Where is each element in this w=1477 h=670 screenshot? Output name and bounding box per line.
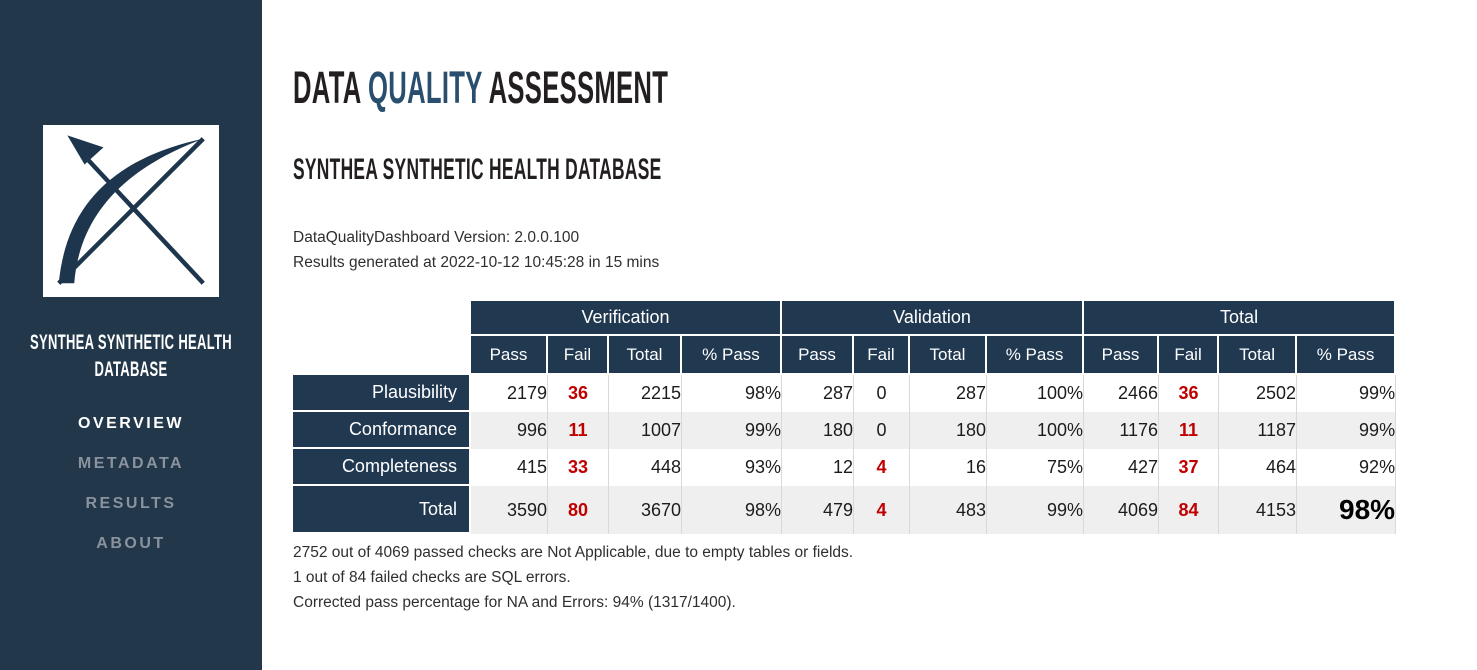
validation-total-cell: 483 bbox=[910, 486, 987, 535]
subheader-pass: Pass bbox=[782, 336, 854, 376]
total-total-cell: 2502 bbox=[1219, 375, 1298, 413]
verification-pass-cell: 996 bbox=[471, 412, 548, 450]
verification-total-cell: 2215 bbox=[609, 375, 682, 413]
total-total-cell: 1187 bbox=[1219, 412, 1298, 450]
subheader-total: Total bbox=[910, 336, 987, 376]
report-meta: DataQualityDashboard Version: 2.0.0.100 … bbox=[293, 225, 1477, 275]
total-fail-cell: 11 bbox=[1159, 412, 1220, 450]
subheader-pass: Pass bbox=[1084, 336, 1160, 376]
sidebar-item-results[interactable]: RESULTS bbox=[85, 494, 177, 512]
validation-total-cell: 16 bbox=[910, 449, 987, 487]
note-line: 1 out of 84 failed checks are SQL errors… bbox=[293, 569, 571, 587]
sidebar: SYNTHEA SYNTHETIC HEALTH DATABASE OVERVI… bbox=[0, 0, 262, 670]
verification-fail-cell: 11 bbox=[548, 412, 609, 450]
verification-total-cell: 448 bbox=[609, 449, 682, 487]
bow-arrow-icon bbox=[57, 135, 205, 285]
subheader-pct-pass: % Pass bbox=[682, 336, 782, 376]
page-title-accent: QUALITY bbox=[368, 62, 483, 113]
verification-pct-cell: 98% bbox=[682, 486, 782, 535]
overview-table: Verification Validation Total Pass Fail … bbox=[293, 301, 1397, 535]
note-line: Corrected pass percentage for NA and Err… bbox=[293, 594, 736, 612]
validation-fail-cell: 0 bbox=[854, 375, 910, 413]
subheader-fail: Fail bbox=[854, 336, 910, 376]
total-pct-cell: 99% bbox=[1297, 412, 1397, 450]
subheader-fail: Fail bbox=[548, 336, 609, 376]
main-content: DATA QUALITY ASSESSMENT SYNTHEA SYNTHETI… bbox=[262, 0, 1477, 670]
sidebar-item-overview[interactable]: OVERVIEW bbox=[78, 414, 184, 432]
subheader-pass: Pass bbox=[471, 336, 548, 376]
total-fail-cell: 36 bbox=[1159, 375, 1220, 413]
row-label: Total bbox=[293, 486, 471, 535]
row-label: Plausibility bbox=[293, 375, 471, 413]
subheader-total: Total bbox=[609, 336, 682, 376]
sidebar-database-title: SYNTHEA SYNTHETIC HEALTH DATABASE bbox=[29, 331, 233, 382]
table-row-plausibility: Plausibility 2179 36 2215 98% 287 0 287 … bbox=[293, 375, 1397, 413]
generated-text: Results generated at 2022-10-12 10:45:28… bbox=[293, 254, 660, 272]
total-pass-cell: 427 bbox=[1084, 449, 1160, 487]
total-pass-cell: 2466 bbox=[1084, 375, 1160, 413]
total-pct-cell: 92% bbox=[1297, 449, 1397, 487]
row-label: Completeness bbox=[293, 449, 471, 487]
total-pass-cell: 4069 bbox=[1084, 486, 1160, 535]
validation-pass-cell: 12 bbox=[782, 449, 854, 487]
validation-fail-cell: 4 bbox=[854, 449, 910, 487]
total-total-cell: 4153 bbox=[1219, 486, 1298, 535]
group-header-verification: Verification bbox=[471, 301, 782, 337]
validation-pct-cell: 75% bbox=[987, 449, 1085, 487]
total-pass-cell: 1176 bbox=[1084, 412, 1160, 450]
sidebar-item-metadata[interactable]: METADATA bbox=[77, 454, 185, 472]
row-label: Conformance bbox=[293, 412, 471, 450]
page-title: DATA QUALITY ASSESSMENT bbox=[293, 64, 968, 111]
validation-total-cell: 287 bbox=[910, 375, 987, 413]
validation-pass-cell: 180 bbox=[782, 412, 854, 450]
database-subtitle: SYNTHEA SYNTHETIC HEALTH DATABASE bbox=[293, 153, 662, 187]
subheader-pct-pass: % Pass bbox=[1297, 336, 1397, 376]
total-total-cell: 464 bbox=[1219, 449, 1298, 487]
verification-fail-cell: 36 bbox=[548, 375, 609, 413]
verification-pass-cell: 415 bbox=[471, 449, 548, 487]
validation-pct-cell: 99% bbox=[987, 486, 1085, 535]
verification-total-cell: 3670 bbox=[609, 486, 682, 535]
sidebar-nav: OVERVIEW METADATA RESULTS ABOUT bbox=[0, 404, 262, 564]
verification-fail-cell: 80 bbox=[548, 486, 609, 535]
overall-pct-cell: 98% bbox=[1297, 486, 1397, 535]
table-row-total: Total 3590 80 3670 98% 479 4 483 99% 406… bbox=[293, 486, 1397, 535]
verification-pass-cell: 3590 bbox=[471, 486, 548, 535]
sidebar-item-about[interactable]: ABOUT bbox=[96, 534, 166, 552]
subheader-fail: Fail bbox=[1159, 336, 1220, 376]
footnotes: 2752 out of 4069 passed checks are Not A… bbox=[293, 540, 1477, 615]
version-text: DataQualityDashboard Version: 2.0.0.100 bbox=[293, 229, 580, 247]
subheader-pct-pass: % Pass bbox=[987, 336, 1085, 376]
total-fail-cell: 37 bbox=[1159, 449, 1220, 487]
page-title-prefix: DATA bbox=[293, 62, 369, 113]
table-row-completeness: Completeness 415 33 448 93% 12 4 16 75% … bbox=[293, 449, 1397, 487]
total-fail-cell: 84 bbox=[1159, 486, 1220, 535]
table-corner-cell bbox=[293, 301, 471, 376]
app-logo bbox=[43, 125, 219, 297]
group-header-total: Total bbox=[1084, 301, 1397, 337]
validation-total-cell: 180 bbox=[910, 412, 987, 450]
table-row-conformance: Conformance 996 11 1007 99% 180 0 180 10… bbox=[293, 412, 1397, 450]
validation-pass-cell: 287 bbox=[782, 375, 854, 413]
validation-pct-cell: 100% bbox=[987, 375, 1085, 413]
verification-pass-cell: 2179 bbox=[471, 375, 548, 413]
validation-fail-cell: 4 bbox=[854, 486, 910, 535]
verification-fail-cell: 33 bbox=[548, 449, 609, 487]
verification-pct-cell: 99% bbox=[682, 412, 782, 450]
page-title-suffix: ASSESSMENT bbox=[482, 62, 669, 113]
note-line: 2752 out of 4069 passed checks are Not A… bbox=[293, 544, 854, 562]
verification-total-cell: 1007 bbox=[609, 412, 682, 450]
verification-pct-cell: 98% bbox=[682, 375, 782, 413]
group-header-validation: Validation bbox=[782, 301, 1085, 337]
validation-fail-cell: 0 bbox=[854, 412, 910, 450]
validation-pass-cell: 479 bbox=[782, 486, 854, 535]
validation-pct-cell: 100% bbox=[987, 412, 1085, 450]
total-pct-cell: 99% bbox=[1297, 375, 1397, 413]
verification-pct-cell: 93% bbox=[682, 449, 782, 487]
subheader-total: Total bbox=[1219, 336, 1298, 376]
